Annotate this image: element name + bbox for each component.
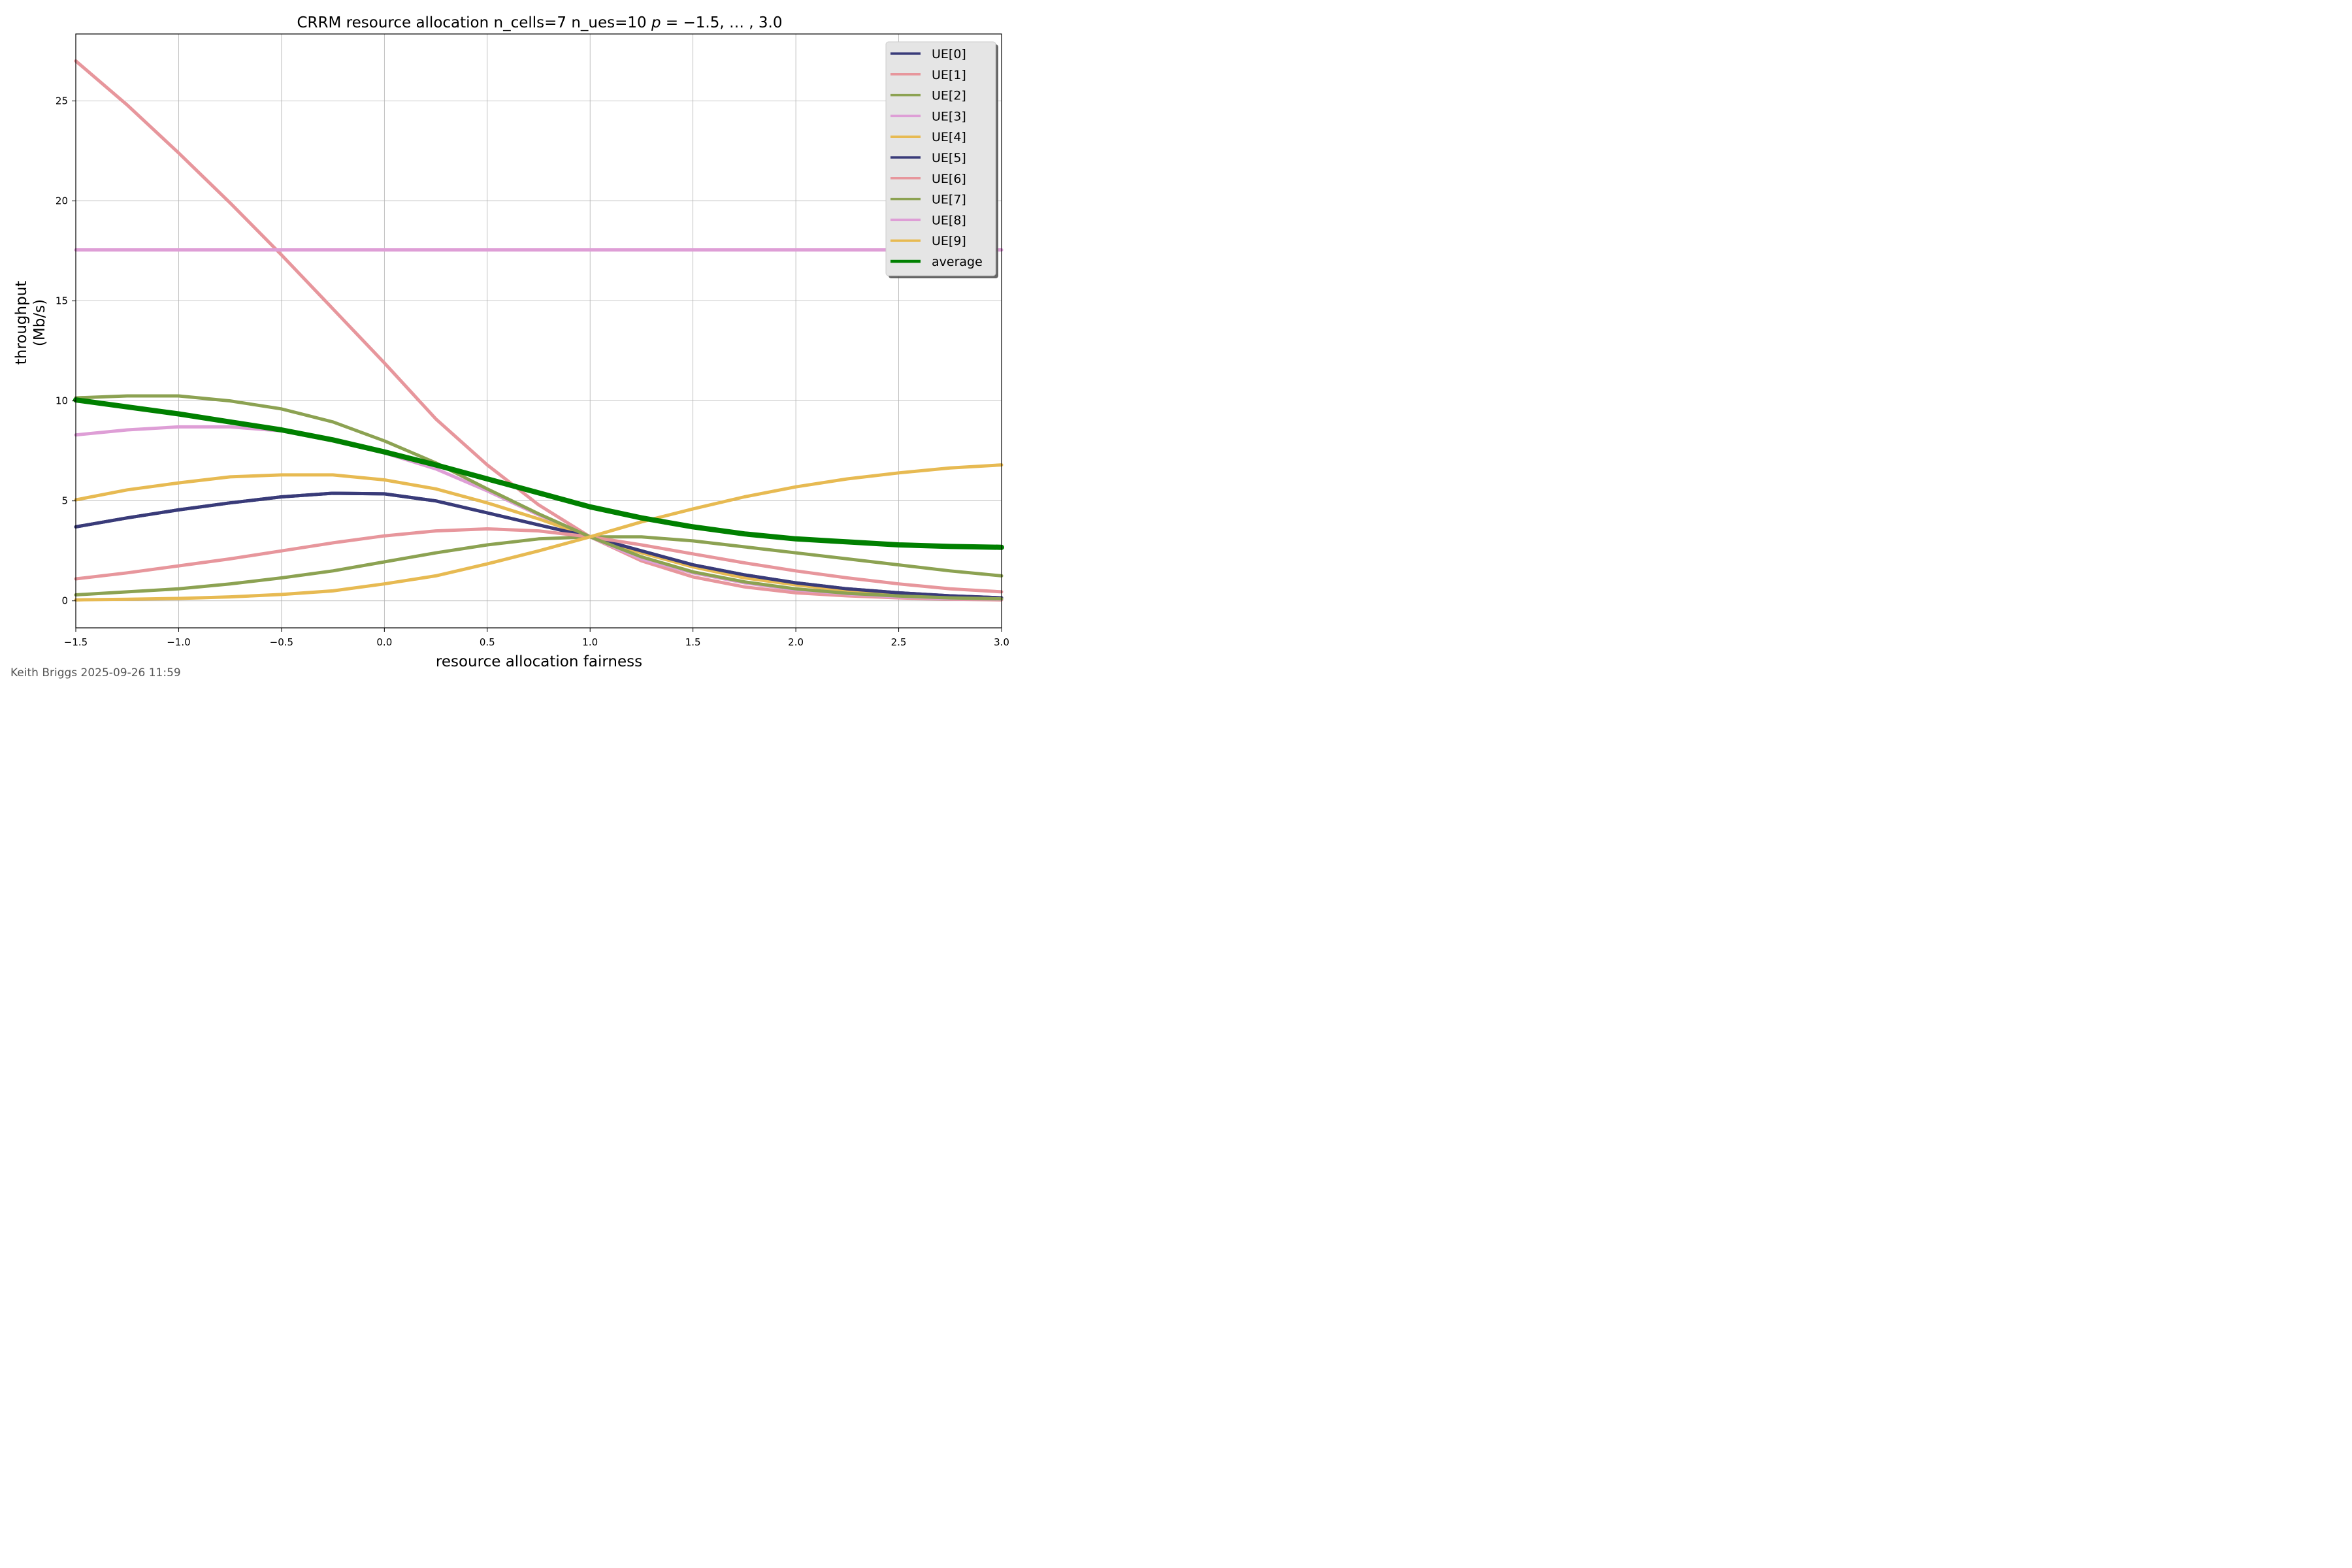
y-tick-label: 15 (56, 295, 68, 307)
y-tick-label: 10 (56, 395, 68, 407)
x-tick-label: 2.5 (891, 636, 907, 648)
x-tick-label: −1.5 (64, 636, 88, 648)
chart-figure: CRRM resource allocation n_cells=7 n_ues… (0, 0, 1024, 683)
x-tick-label: 1.5 (685, 636, 701, 648)
legend-label: UE[7] (932, 193, 966, 207)
y-tick-label: 25 (56, 95, 68, 107)
series-line-ue7 (74, 394, 1004, 601)
y-tick-label: 5 (61, 495, 68, 507)
series-line-ue4 (74, 473, 1004, 600)
legend-label: UE[4] (932, 130, 966, 144)
series-line-ue5 (74, 491, 1004, 600)
series-line-ue1 (74, 59, 1004, 602)
author-stamp: Keith Briggs 2025-09-26 11:59 (10, 666, 181, 679)
series-lines (73, 59, 1004, 602)
legend-box (885, 41, 996, 276)
x-tick-label: 0.0 (376, 636, 392, 648)
tick-marks: −1.5 −1.0 −0.5 0.0 0.5 1.0 1.5 2.0 2.5 3.0 0 5 10 15 2… (56, 95, 1009, 648)
y-tick-label: 20 (56, 195, 68, 207)
legend-label: UE[6] (932, 172, 966, 186)
series-line-ue9 (74, 463, 1004, 602)
figure-background (0, 0, 1024, 683)
chart-title: CRRM resource allocation n_cells=7 n_ues… (297, 14, 782, 31)
series-line-average (73, 397, 1004, 550)
x-tick-label: −1.0 (167, 636, 190, 648)
x-tick-label: −0.5 (270, 636, 293, 648)
legend: UE[0] UE[1] UE[2] UE[3] UE[4] UE[5] UE[6] UE[7]… (885, 41, 998, 278)
x-tick-label: 1.0 (582, 636, 598, 648)
x-axis-label: resource allocation fairness (436, 653, 642, 670)
legend-label: UE[2] (932, 89, 966, 103)
y-axis-label: throughput(Mb/s) (13, 281, 48, 365)
legend-label: UE[1] (932, 68, 966, 82)
x-tick-label: 3.0 (994, 636, 1009, 648)
axes-frame (75, 33, 1002, 629)
legend-label: UE[5] (932, 151, 966, 165)
legend-label: UE[8] (932, 213, 966, 227)
legend-label: average (932, 255, 983, 269)
legend-label: UE[9] (932, 234, 966, 248)
plot-area: −1.5 −1.0 −0.5 0.0 0.5 1.0 1.5 2.0 2.5 3.0 0 5 10 15 2… (56, 33, 1009, 648)
legend-label: UE[3] (932, 109, 966, 123)
legend-items: UE[0] UE[1] UE[2] UE[3] UE[4] UE[5] UE[6] UE[7]… (890, 47, 983, 269)
y-tick-label: 0 (61, 595, 68, 607)
series-line-ue6 (74, 527, 1004, 594)
series-line-ue2 (74, 535, 1004, 596)
x-tick-label: 0.5 (480, 636, 495, 648)
legend-label: UE[0] (932, 47, 966, 61)
x-tick-label: 2.0 (788, 636, 804, 648)
